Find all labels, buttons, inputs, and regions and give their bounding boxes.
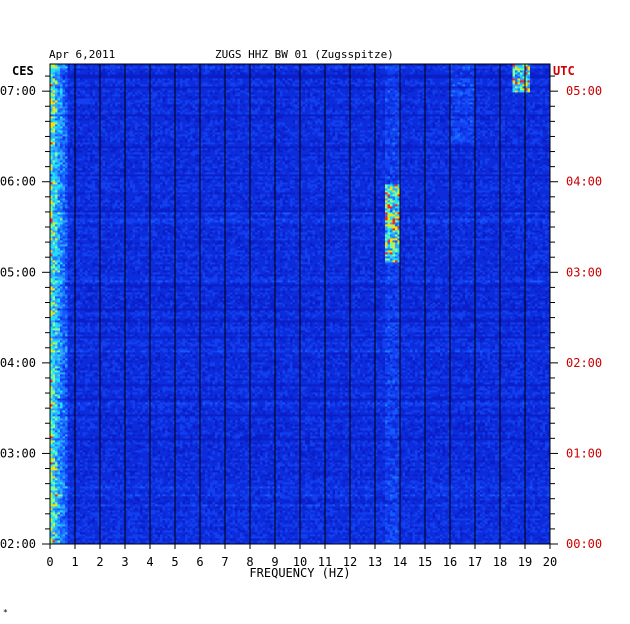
x-tick-label: 14 xyxy=(393,555,407,569)
x-tick-label: 6 xyxy=(196,555,203,569)
left-y-tick-label: 06:00 xyxy=(0,175,36,189)
left-y-tick-label: 03:00 xyxy=(0,446,36,460)
spectrogram-grid xyxy=(50,64,550,544)
left-y-tick-label: 07:00 xyxy=(0,84,36,98)
left-y-tick-label: 02:00 xyxy=(0,537,36,551)
x-tick-label: 1 xyxy=(71,555,78,569)
x-tick-label: 0 xyxy=(46,555,53,569)
right-y-tick-label: 02:00 xyxy=(566,356,602,370)
x-tick-label: 19 xyxy=(518,555,532,569)
x-tick-label: 4 xyxy=(146,555,153,569)
right-y-tick-label: 03:00 xyxy=(566,265,602,279)
x-tick-label: 5 xyxy=(171,555,178,569)
left-y-tick-label: 04:00 xyxy=(0,356,36,370)
x-axis-label: FREQUENCY (HZ) xyxy=(249,566,350,580)
x-tick-label: 15 xyxy=(418,555,432,569)
left-y-tick-label: 05:00 xyxy=(0,265,36,279)
x-tick-label: 3 xyxy=(121,555,128,569)
x-tick-label: 7 xyxy=(221,555,228,569)
right-y-tick-label: 01:00 xyxy=(566,446,602,460)
right-y-tick-label: 05:00 xyxy=(566,84,602,98)
x-tick-label: 13 xyxy=(368,555,382,569)
x-tick-label: 2 xyxy=(96,555,103,569)
right-y-tick-label: 00:00 xyxy=(566,537,602,551)
right-y-tick-label: 04:00 xyxy=(566,175,602,189)
x-tick-label: 17 xyxy=(468,555,482,569)
x-tick-label: 20 xyxy=(543,555,557,569)
x-tick-label: 18 xyxy=(493,555,507,569)
x-tick-label: 16 xyxy=(443,555,457,569)
